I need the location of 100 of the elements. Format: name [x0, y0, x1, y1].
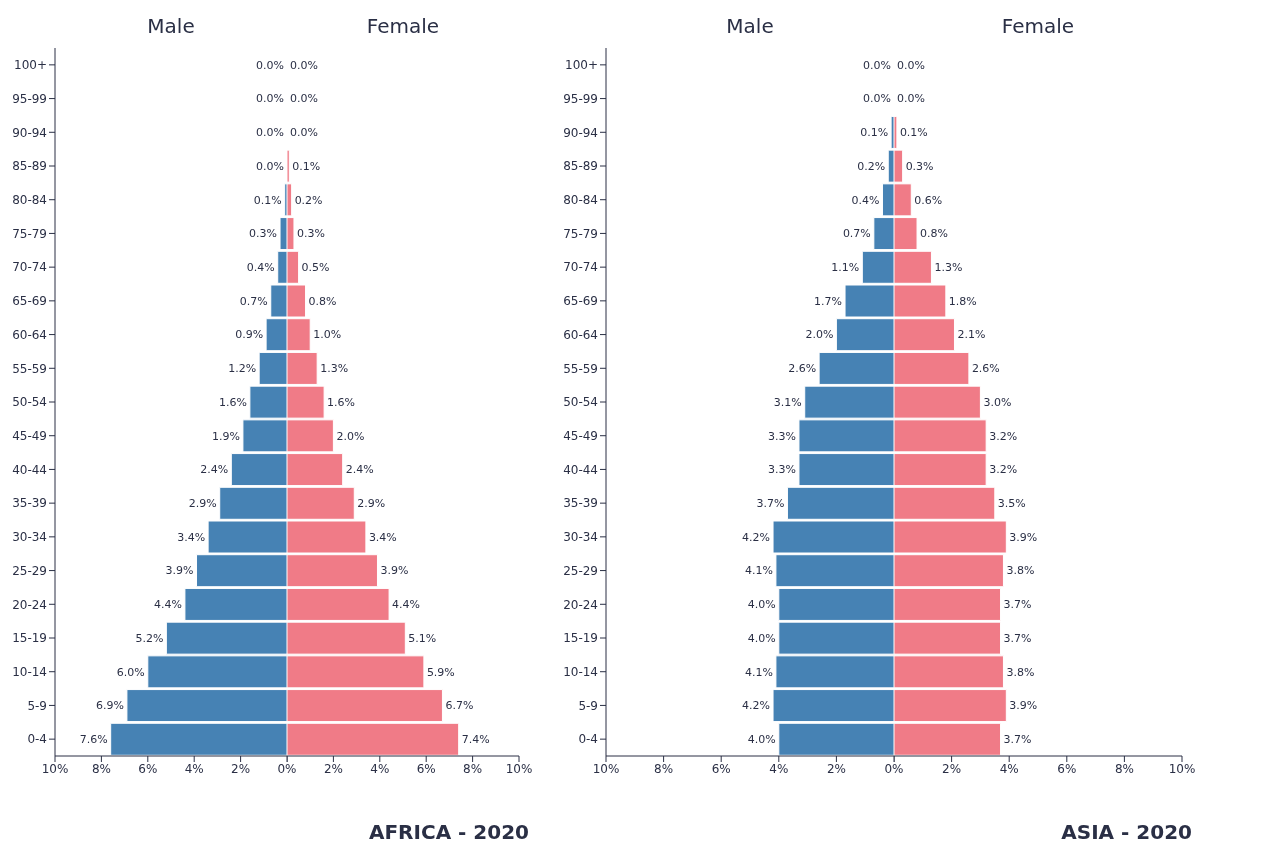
data-label: 0.9% — [235, 328, 264, 342]
data-label: 3.3% — [768, 463, 796, 477]
y-tick-label: 10-14 — [563, 664, 598, 679]
y-tick-label: 100+ — [14, 58, 47, 73]
y-tick-label: 80-84 — [563, 192, 598, 207]
x-tick-label: 6% — [416, 761, 436, 776]
data-label: 1.2% — [228, 362, 257, 376]
y-tick-label: 25-29 — [563, 563, 598, 578]
x-tick-label: 0% — [884, 761, 904, 776]
y-tick-label: 50-54 — [563, 395, 598, 410]
x-tick-label: 4% — [184, 761, 204, 776]
data-label: 0.2% — [294, 193, 323, 207]
data-label: 3.8% — [1006, 665, 1035, 679]
data-label: 0.2% — [857, 159, 886, 173]
data-label: 4.2% — [742, 699, 771, 713]
data-label: 0.4% — [851, 193, 880, 207]
data-label: 2.6% — [971, 362, 1000, 376]
x-tick-label: 4% — [370, 761, 390, 776]
data-label: 0.0% — [256, 126, 284, 140]
y-tick-label: 25-29 — [12, 563, 47, 578]
data-label: 3.1% — [773, 395, 802, 409]
data-label: 7.6% — [79, 732, 108, 746]
data-label: 0.8% — [308, 294, 337, 308]
x-tick-label: 6% — [711, 761, 731, 776]
y-tick-label: 5-9 — [27, 698, 47, 713]
data-label: 3.2% — [989, 429, 1018, 443]
data-label: 0.0% — [290, 126, 318, 140]
data-label: 1.0% — [313, 328, 342, 342]
data-label: 3.9% — [380, 564, 409, 578]
data-label: 6.9% — [95, 699, 124, 713]
data-label: 3.7% — [1003, 732, 1032, 746]
y-tick-label: 75-79 — [563, 226, 598, 241]
x-tick-label: 4% — [999, 761, 1019, 776]
data-label: 0.1% — [253, 193, 282, 207]
data-label: 2.6% — [788, 362, 817, 376]
data-label: 1.3% — [934, 260, 963, 274]
data-label: 5.9% — [426, 665, 455, 679]
y-tick-label: 50-54 — [12, 395, 47, 410]
chart-title: Female — [1001, 14, 1075, 38]
chart-title: Male — [726, 14, 774, 38]
data-label: 0.3% — [249, 227, 278, 241]
data-label: 3.4% — [177, 530, 206, 544]
y-tick-label: 80-84 — [12, 192, 47, 207]
data-label: 0.0% — [897, 58, 925, 72]
chart-title: Male — [147, 14, 195, 38]
y-tick-label: 85-89 — [563, 159, 598, 174]
x-tick-label: 8% — [91, 761, 111, 776]
data-label: 7.4% — [461, 732, 490, 746]
data-label: 0.1% — [292, 159, 321, 173]
data-label: 1.6% — [218, 395, 247, 409]
data-label: 0.7% — [239, 294, 268, 308]
y-tick-label: 30-34 — [12, 530, 47, 545]
data-label: 0.0% — [256, 92, 284, 106]
data-label: 2.4% — [345, 463, 374, 477]
data-label: 4.0% — [747, 732, 776, 746]
data-label: 3.9% — [1009, 530, 1038, 544]
data-label: 2.9% — [188, 496, 217, 510]
data-label: 0.3% — [296, 227, 325, 241]
data-label: 1.3% — [320, 362, 349, 376]
data-label: 0.3% — [905, 159, 934, 173]
y-tick-label: 40-44 — [12, 462, 47, 477]
y-tick-label: 60-64 — [12, 327, 47, 342]
y-tick-label: 40-44 — [563, 462, 598, 477]
data-label: 2.0% — [336, 429, 365, 443]
x-tick-label: 8% — [654, 761, 674, 776]
data-label: 6.7% — [445, 699, 474, 713]
data-label: 1.8% — [948, 294, 977, 308]
x-tick-label: 2% — [826, 761, 846, 776]
y-tick-label: 90-94 — [12, 125, 47, 140]
y-tick-label: 35-39 — [563, 496, 598, 511]
y-tick-label: 90-94 — [563, 125, 598, 140]
data-label: 3.7% — [1003, 598, 1032, 612]
x-tick-label: 8% — [463, 761, 483, 776]
x-tick-label: 10% — [1168, 761, 1196, 776]
y-tick-label: 35-39 — [12, 496, 47, 511]
data-label: 0.1% — [899, 126, 928, 140]
y-tick-label: 70-74 — [12, 260, 47, 275]
data-label: 0.0% — [897, 92, 925, 106]
y-tick-label: 65-69 — [563, 294, 598, 309]
y-tick-label: 95-99 — [563, 91, 598, 106]
y-tick-label: 5-9 — [578, 698, 598, 713]
data-label: 1.1% — [831, 260, 860, 274]
y-tick-label: 15-19 — [563, 631, 598, 646]
data-label: 4.0% — [747, 631, 776, 645]
y-tick-label: 30-34 — [563, 530, 598, 545]
data-label: 4.1% — [744, 564, 773, 578]
data-label: 3.8% — [1006, 564, 1035, 578]
data-label: 4.4% — [392, 598, 421, 612]
y-tick-label: 45-49 — [563, 428, 598, 443]
text: AFRICA - 2020 — [368, 820, 529, 844]
data-label: 4.2% — [742, 530, 771, 544]
data-label: 0.0% — [256, 159, 284, 173]
data-label: 3.5% — [997, 496, 1026, 510]
x-tick-label: 6% — [1057, 761, 1077, 776]
y-tick-label: 55-59 — [563, 361, 598, 376]
data-label: 2.4% — [200, 463, 229, 477]
data-label: 0.5% — [301, 260, 330, 274]
data-label: 4.4% — [153, 598, 182, 612]
x-tick-label: 10% — [505, 761, 533, 776]
y-tick-label: 0-4 — [27, 732, 47, 747]
